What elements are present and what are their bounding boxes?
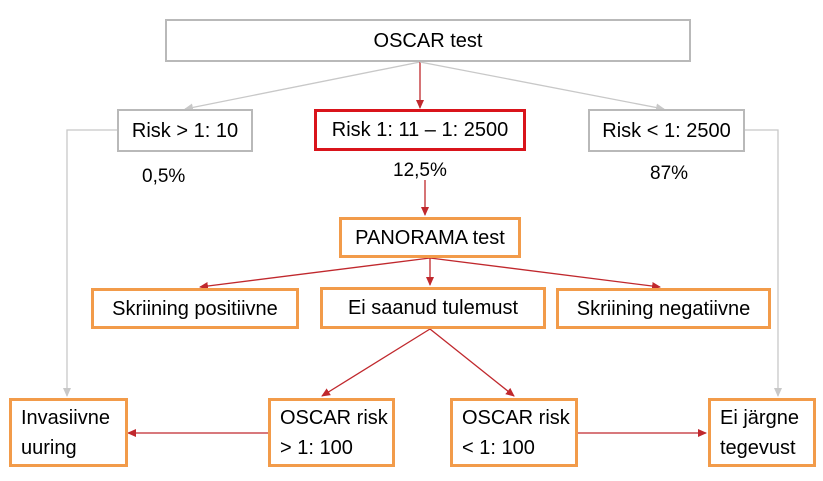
arrow-risk-high-to-invasive <box>63 129 117 397</box>
node-risk-mid: Risk 1: 11 – 1: 2500 <box>314 109 526 151</box>
arrow-oscar-to-risk-high <box>184 61 421 112</box>
node-oscar-risk-high: OSCAR risk > 1: 100 <box>268 398 395 467</box>
percent-risk-low: 87% <box>650 163 689 184</box>
node-oscar-risk-low-line1: OSCAR risk <box>462 406 570 429</box>
node-risk-low-label: Risk < 1: 2500 <box>602 119 731 142</box>
node-screen-positive-label: Skriining positiivne <box>112 297 278 320</box>
node-no-result: Ei saanud tulemust <box>320 287 546 329</box>
node-risk-mid-label: Risk 1: 11 – 1: 2500 <box>331 119 509 141</box>
node-screen-negative: Skriining negatiivne <box>556 288 771 329</box>
arrow-panorama-to-positive <box>199 257 431 290</box>
arrow-risk-low-to-no-action <box>745 129 782 397</box>
node-panorama-test: PANORAMA test <box>339 217 521 258</box>
node-invasive: Invasiivne uuring <box>9 398 128 467</box>
node-screen-negative-label: Skriining negatiivne <box>576 297 751 320</box>
arrow-panorama-to-negative <box>429 257 661 290</box>
node-invasive-line1: Invasiivne <box>21 406 110 429</box>
arrow-no-result-to-oscar-risk-high <box>321 328 431 397</box>
node-oscar-risk-low-line2: < 1: 100 <box>462 436 535 459</box>
node-risk-low: Risk < 1: 2500 <box>588 109 745 152</box>
node-no-result-label: Ei saanud tulemust <box>347 297 519 319</box>
node-oscar-risk-low: OSCAR risk < 1: 100 <box>450 398 578 467</box>
node-oscar-test-label: OSCAR test <box>373 29 483 52</box>
node-invasive-line2: uuring <box>21 436 77 459</box>
node-oscar-risk-high-line2: > 1: 100 <box>280 436 353 459</box>
arrow-no-result-to-oscar-risk-low <box>429 328 515 397</box>
node-panorama-test-label: PANORAMA test <box>355 226 505 249</box>
node-risk-high: Risk > 1: 10 <box>117 109 253 152</box>
node-no-action: Ei järgne tegevust <box>708 398 816 467</box>
node-screen-positive: Skriining positiivne <box>91 288 299 329</box>
node-risk-high-label: Risk > 1: 10 <box>131 119 239 142</box>
node-no-action-line2: tegevust <box>720 436 796 459</box>
node-no-action-line1: Ei järgne <box>720 406 799 429</box>
arrow-oscar-to-risk-low <box>419 61 665 112</box>
percent-risk-high: 0,5% <box>142 166 186 187</box>
node-oscar-test: OSCAR test <box>165 19 691 62</box>
node-oscar-risk-high-line1: OSCAR risk <box>280 406 388 429</box>
percent-risk-mid: 12,5% <box>393 160 447 181</box>
